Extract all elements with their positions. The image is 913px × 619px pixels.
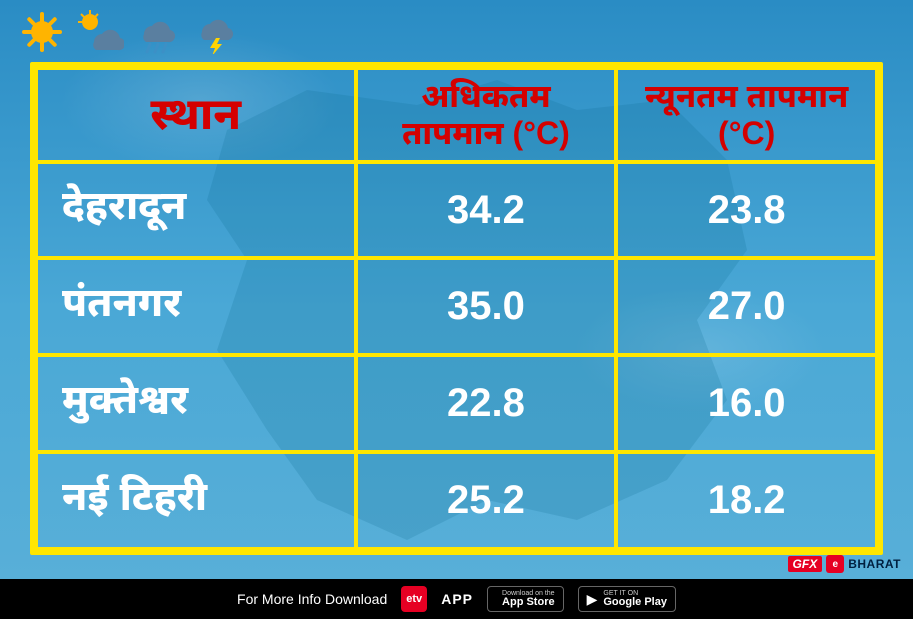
header-min-temp: न्यूनतम तापमान (°C) <box>616 68 877 162</box>
footer-download-text: For More Info Download <box>237 591 387 607</box>
cell-location: देहरादून <box>36 162 356 259</box>
weather-icons-row <box>18 10 240 54</box>
cell-min-temp: 27.0 <box>616 258 877 355</box>
rain-cloud-icon <box>134 10 182 54</box>
gfx-label: GFX <box>788 556 823 572</box>
cell-max-temp: 22.8 <box>356 355 617 452</box>
table-row: मुक्तेश्वर 22.8 16.0 <box>36 355 877 452</box>
cell-max-temp: 25.2 <box>356 452 617 549</box>
table-row: देहरादून 34.2 23.8 <box>36 162 877 259</box>
cell-min-temp: 16.0 <box>616 355 877 452</box>
google-play-badge[interactable]: ▶ GET IT ON Google Play <box>578 586 676 612</box>
store-big-text: App Store <box>502 597 555 608</box>
cell-min-temp: 23.8 <box>616 162 877 259</box>
cell-location: नई टिहरी <box>36 452 356 549</box>
app-store-badge[interactable]: Download on the App Store <box>487 586 564 612</box>
table-row: पंतनगर 35.0 27.0 <box>36 258 877 355</box>
header-location: स्थान <box>36 68 356 162</box>
cell-location: मुक्तेश्वर <box>36 355 356 452</box>
weather-table-container: स्थान अधिकतम तापमान (°C) न्यूनतम तापमान … <box>30 62 883 555</box>
store-big-text: Google Play <box>603 597 667 608</box>
sun-icon <box>18 10 66 54</box>
etv-logo-icon: e <box>826 555 844 573</box>
gfx-brand-badge: GFX e BHARAT <box>788 555 901 573</box>
thunder-cloud-icon <box>192 10 240 54</box>
cell-max-temp: 34.2 <box>356 162 617 259</box>
header-max-temp: अधिकतम तापमान (°C) <box>356 68 617 162</box>
footer-app-word: APP <box>441 591 473 607</box>
brand-name: BHARAT <box>848 557 901 571</box>
table-header-row: स्थान अधिकतम तापमान (°C) न्यूनतम तापमान … <box>36 68 877 162</box>
weather-table: स्थान अधिकतम तापमान (°C) न्यूनतम तापमान … <box>34 66 879 551</box>
play-icon: ▶ <box>587 591 598 608</box>
cell-min-temp: 18.2 <box>616 452 877 549</box>
etv-app-icon: etv <box>401 586 427 612</box>
table-row: नई टिहरी 25.2 18.2 <box>36 452 877 549</box>
cell-location: पंतनगर <box>36 258 356 355</box>
table-body: देहरादून 34.2 23.8 पंतनगर 35.0 27.0 मुक्… <box>36 162 877 549</box>
footer-bar: For More Info Download etv APP Download … <box>0 579 913 619</box>
sun-cloud-icon <box>76 10 124 54</box>
cell-max-temp: 35.0 <box>356 258 617 355</box>
